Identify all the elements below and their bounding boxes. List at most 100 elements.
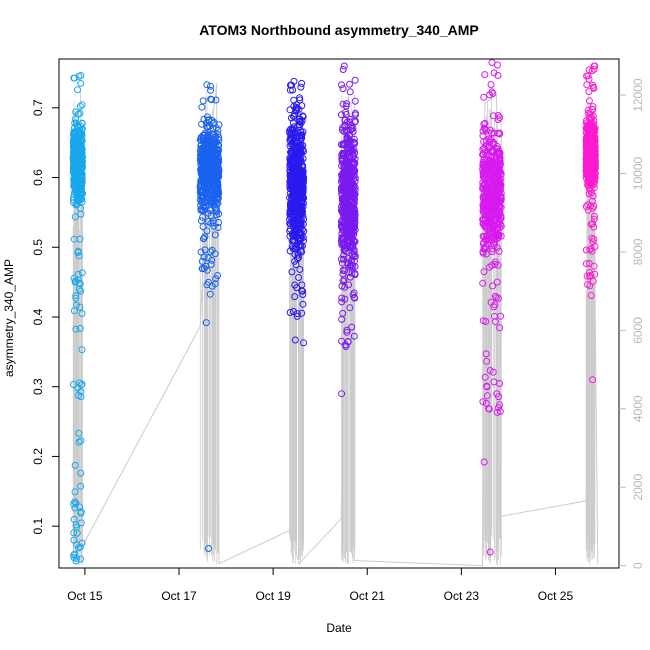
data-point [71, 119, 79, 127]
data-point [291, 110, 299, 118]
data-point [77, 381, 85, 389]
data-point [197, 248, 205, 256]
data-point [75, 252, 83, 260]
data-point [297, 179, 305, 187]
plot-box [58, 58, 620, 569]
data-point [348, 256, 356, 263]
data-point [350, 172, 358, 180]
data-point [76, 187, 84, 195]
data-point [75, 285, 83, 293]
data-point-outlier [207, 86, 215, 94]
data-point [76, 109, 84, 117]
data-point [587, 292, 595, 299]
data-point [583, 123, 591, 131]
data-point [288, 206, 296, 213]
data-point [340, 177, 348, 185]
data-point [349, 291, 357, 299]
data-point [585, 175, 592, 183]
data-point [292, 261, 300, 269]
data-point [77, 393, 85, 401]
data-point [489, 112, 497, 120]
data-point [212, 96, 220, 104]
data-point [496, 156, 504, 164]
data-point [213, 138, 221, 146]
data-point [71, 461, 79, 469]
data-point [585, 185, 593, 193]
data-point [492, 206, 500, 214]
data-point [214, 126, 222, 134]
y-tick-label: 0.6 [31, 169, 45, 186]
data-point [494, 112, 502, 119]
data-point [489, 222, 497, 230]
data-point [210, 180, 218, 188]
data-point [491, 260, 499, 268]
series-2 [196, 81, 223, 552]
data-point [199, 175, 207, 183]
data-point [488, 129, 496, 137]
data-point [299, 291, 307, 298]
data-point [338, 156, 346, 163]
data-point [212, 170, 220, 178]
data-point [76, 102, 84, 110]
x-axis: Oct 15 Oct 17 Oct 19 Oct 21 Oct 23 Oct 25 [67, 568, 573, 603]
data-point [207, 82, 214, 90]
data-point [74, 132, 82, 140]
data-point [480, 268, 488, 276]
data-point [339, 270, 347, 278]
data-point [346, 118, 354, 126]
data-point [299, 128, 307, 136]
data-point [198, 257, 206, 265]
data-point [585, 190, 593, 198]
data-point [213, 146, 221, 154]
data-point [591, 157, 599, 164]
data-point [340, 195, 348, 203]
data-point [341, 295, 349, 303]
data-point [588, 234, 596, 242]
data-point [78, 119, 86, 127]
data-point [338, 282, 346, 290]
data-point [286, 309, 294, 316]
series-1 [69, 72, 86, 565]
data-point [344, 165, 352, 173]
data-point [495, 210, 503, 218]
data-point [487, 81, 495, 88]
data-point [215, 134, 223, 141]
data-point [582, 260, 590, 268]
y-tick-label: 0.7 [31, 99, 45, 116]
data-point [582, 151, 590, 159]
data-point [350, 238, 358, 246]
data-point [351, 226, 359, 234]
data-point [71, 180, 79, 188]
data-point [482, 160, 490, 168]
data-point [286, 86, 294, 94]
data-point [299, 300, 307, 308]
data-point [214, 224, 222, 231]
data-point [351, 76, 359, 84]
data-point [493, 408, 501, 416]
data-point [290, 308, 297, 315]
data-point [483, 193, 491, 201]
data-point [292, 132, 300, 140]
data-point [293, 173, 301, 181]
data-point [298, 79, 306, 87]
data-point [288, 132, 296, 140]
data-point [489, 140, 497, 147]
data-point [584, 131, 592, 138]
data-point [585, 88, 593, 96]
data-point [493, 193, 501, 201]
data-point [486, 178, 494, 186]
data-point [338, 315, 346, 323]
y-tick-label: 0.4 [31, 308, 45, 325]
data-point [205, 145, 213, 153]
data-point [298, 180, 306, 188]
y-axis: 0.1 0.2 0.3 0.4 0.5 0.6 0.7 [31, 99, 59, 535]
data-point [70, 515, 78, 523]
data-point [199, 213, 207, 221]
data-point [286, 157, 294, 165]
data-point [491, 156, 499, 164]
data-point [212, 149, 220, 157]
data-point [197, 206, 205, 214]
data-point [286, 227, 294, 235]
data-point [75, 128, 83, 136]
data-point [75, 438, 83, 446]
